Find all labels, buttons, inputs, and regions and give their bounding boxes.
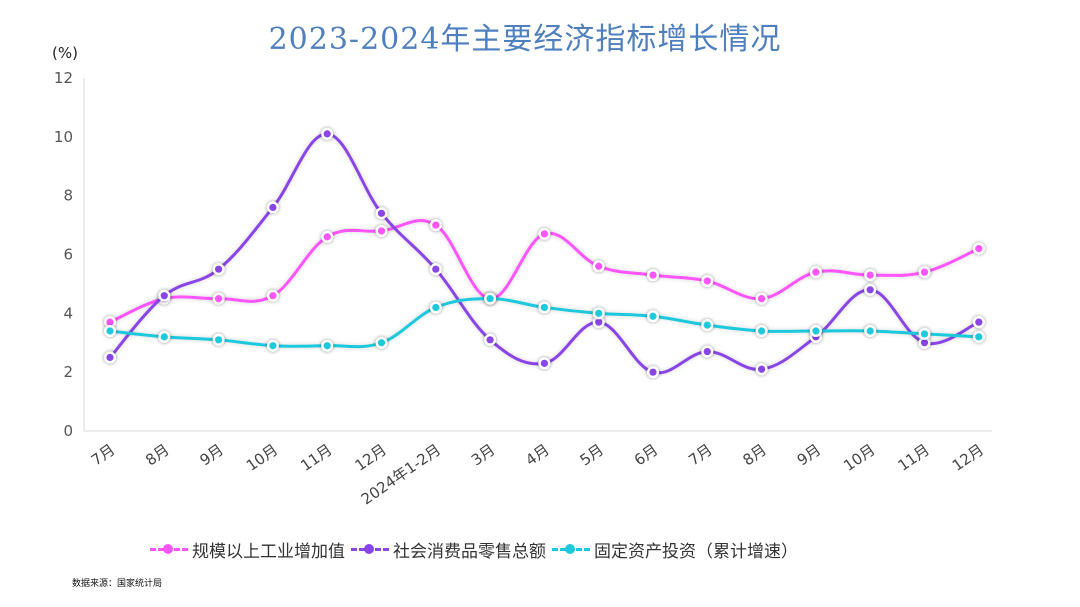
data-point	[595, 309, 603, 317]
data-point	[323, 233, 331, 241]
x-tick-label: 7月	[88, 441, 118, 470]
data-point	[486, 295, 494, 303]
data-point	[215, 336, 223, 344]
data-point	[432, 303, 440, 312]
y-axis-label: (%)	[52, 44, 78, 62]
data-point	[975, 245, 983, 253]
x-tick-label: 5月	[577, 441, 607, 470]
x-tick-label: 4月	[522, 441, 552, 470]
data-point	[106, 353, 114, 362]
legend-item: 规模以上工业增加值	[150, 537, 345, 562]
series-layer	[104, 127, 985, 379]
x-tick-label: 9月	[794, 441, 824, 470]
x-tick-label: 12月	[352, 441, 390, 475]
data-point	[649, 312, 657, 320]
data-point	[649, 368, 657, 376]
series-line	[108, 132, 980, 375]
x-tick-label: 6月	[631, 441, 661, 470]
data-point	[703, 347, 711, 356]
data-point	[920, 268, 929, 276]
legend-swatch	[552, 542, 590, 556]
legend-swatch	[351, 542, 389, 556]
y-tick-label: 10	[54, 128, 73, 146]
y-tick-label: 4	[63, 304, 73, 322]
x-tick-label: 12月	[949, 441, 987, 475]
y-tick-label: 6	[63, 246, 73, 264]
x-tick-label: 8月	[142, 441, 172, 470]
data-point	[106, 318, 114, 326]
data-point	[269, 342, 277, 350]
data-point	[323, 130, 331, 138]
x-tick-label: 10月	[840, 441, 878, 475]
data-point	[703, 277, 711, 285]
data-point	[540, 230, 549, 238]
data-point	[540, 359, 549, 367]
legend-swatch	[150, 542, 188, 556]
y-tick-label: 12	[54, 69, 73, 87]
data-point	[377, 227, 386, 235]
data-point	[975, 318, 983, 326]
legend-label: 固定资产投资（累计增速）	[594, 541, 798, 562]
data-point	[215, 265, 223, 273]
chart-title: 2023-2024年主要经济指标增长情况	[268, 22, 782, 57]
series-2	[104, 292, 985, 352]
x-tick-label: 9月	[196, 441, 226, 470]
data-point	[812, 268, 820, 276]
x-tick-label: 3月	[468, 441, 498, 470]
series-1	[104, 127, 985, 379]
legend: 规模以上工业增加值 社会消费品零售总额 固定资产投资（累计增速）	[150, 536, 910, 562]
data-point	[703, 321, 711, 329]
data-point	[377, 209, 386, 217]
data-point	[758, 327, 766, 335]
data-point	[920, 339, 929, 347]
x-tick-label: 7月	[685, 441, 715, 470]
data-point	[160, 333, 168, 341]
data-point	[812, 327, 820, 335]
data-point	[432, 221, 440, 229]
data-point	[540, 303, 549, 312]
data-point	[975, 333, 983, 341]
legend-label: 社会消费品零售总额	[393, 541, 546, 562]
data-point	[920, 330, 929, 338]
source-note: 数据来源：国家统计局	[72, 579, 163, 589]
data-point	[323, 342, 331, 350]
data-point	[160, 292, 168, 300]
x-tick-label: 11月	[895, 441, 933, 475]
data-point	[866, 327, 874, 335]
y-tick-label: 0	[63, 422, 73, 440]
x-tick-label: 10月	[243, 441, 281, 475]
legend-label: 规模以上工业增加值	[192, 541, 345, 562]
y-tick-label: 2	[63, 363, 73, 381]
data-point	[215, 295, 223, 303]
data-point	[866, 286, 874, 294]
data-point	[649, 271, 657, 279]
data-point	[269, 203, 277, 212]
data-point	[377, 339, 386, 347]
x-tick-label: 11月	[297, 441, 335, 475]
legend-item: 社会消费品零售总额	[351, 537, 546, 562]
data-point	[758, 365, 766, 373]
data-point	[595, 262, 603, 270]
data-point	[486, 336, 494, 344]
y-tick-label: 8	[63, 187, 73, 205]
x-tick-label: 8月	[739, 441, 769, 470]
data-point	[866, 271, 874, 279]
data-point	[432, 265, 440, 273]
data-point	[106, 327, 114, 335]
series-0	[104, 219, 985, 329]
data-point	[269, 292, 277, 300]
data-point	[758, 295, 766, 303]
data-point	[595, 318, 603, 326]
legend-item: 固定资产投资（累计增速）	[552, 537, 798, 562]
